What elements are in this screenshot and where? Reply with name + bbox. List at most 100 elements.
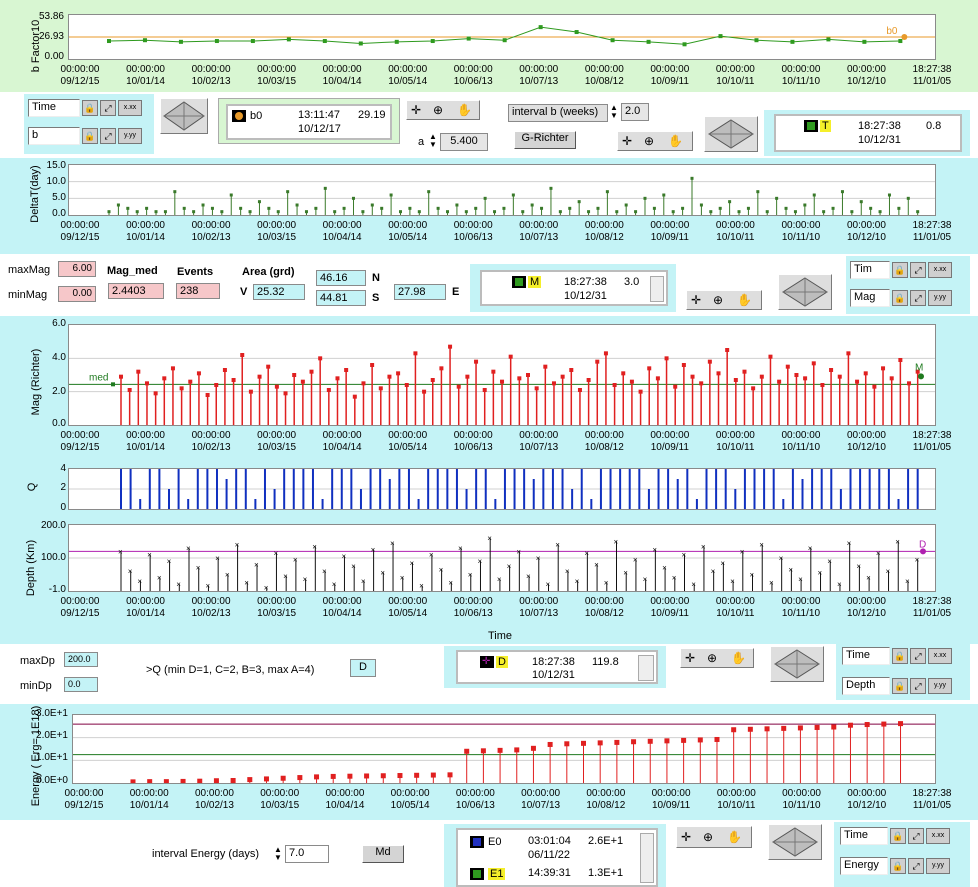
q-filter-field[interactable]: D: [350, 659, 376, 677]
y-format-icon[interactable]: y.yy: [928, 678, 952, 694]
y-scale-icon[interactable]: ⤢: [908, 858, 924, 874]
energy-cursor-scrollbar[interactable]: [640, 833, 654, 883]
d-scroll-pad[interactable]: [770, 646, 824, 682]
deltat-point: [681, 206, 685, 210]
x-scale-icon[interactable]: ⤢: [910, 262, 926, 278]
mag-plot[interactable]: med M: [68, 324, 936, 426]
y-scale-icon[interactable]: ⤢: [910, 678, 926, 694]
crosshair-icon[interactable]: ✛: [691, 293, 702, 307]
a-value-field[interactable]: 5.400: [440, 133, 488, 151]
crosshair-icon[interactable]: ✛: [685, 651, 696, 665]
zoom-icon[interactable]: ⊕: [713, 293, 724, 307]
t-cursor-legend[interactable]: T 18:27:38 10/12/31 0.8: [774, 114, 962, 152]
zoom-icon[interactable]: ⊕: [707, 651, 718, 665]
lock-icon[interactable]: 🔒: [890, 828, 906, 844]
zoom-icon[interactable]: ⊕: [703, 830, 714, 844]
pan-hand-icon[interactable]: ✋: [731, 651, 746, 665]
zoom-icon[interactable]: ⊕: [433, 103, 444, 117]
md-button[interactable]: Md: [362, 845, 404, 863]
y-format-icon[interactable]: y.yy: [926, 858, 950, 874]
energy-cursor-legend[interactable]: E0 03:01:04 06/11/22 2.6E+1 E1 14:39:31 …: [456, 828, 658, 887]
pan-hand-icon[interactable]: ✋: [668, 134, 683, 148]
crosshair-icon[interactable]: ✛: [622, 134, 633, 148]
time-axis-field[interactable]: Time: [840, 827, 888, 845]
maxdp-field[interactable]: 200.0: [64, 652, 98, 667]
x-scale-icon[interactable]: ⤢: [910, 648, 926, 664]
mag-axis-field[interactable]: Mag: [850, 289, 890, 307]
d-cursor-scrollbar[interactable]: [638, 655, 654, 681]
m-cursor-scrollbar[interactable]: [650, 276, 664, 302]
deltat-point: [511, 193, 515, 197]
lock-icon[interactable]: 🔒: [82, 128, 98, 144]
maxmag-field[interactable]: 6.00: [58, 261, 96, 277]
time-axis-field[interactable]: Time: [842, 647, 890, 665]
t-scroll-pad[interactable]: [704, 116, 758, 152]
s-field[interactable]: 44.81: [316, 290, 366, 306]
lock-icon[interactable]: 🔒: [892, 262, 908, 278]
depth-point: ×: [351, 562, 356, 571]
interval-energy-field[interactable]: 7.0: [285, 845, 329, 863]
m-graph-tools[interactable]: ✛ ⊕ ✋: [686, 290, 762, 310]
x-format-icon[interactable]: x.xx: [928, 262, 952, 278]
x-format-icon[interactable]: x.xx: [118, 100, 142, 116]
mag-point: [777, 379, 782, 384]
e-field[interactable]: 27.98: [394, 284, 446, 300]
lock-icon[interactable]: 🔒: [892, 290, 908, 306]
e1-cursor-time: 14:39:31: [528, 867, 571, 879]
pan-hand-icon[interactable]: ✋: [457, 103, 472, 117]
lock-icon[interactable]: 🔒: [892, 678, 908, 694]
depth-axis-controls: Time 🔒 ⤢ x.xx Depth 🔒 ⤢ y.yy: [836, 642, 970, 700]
deltat-plot[interactable]: [68, 164, 936, 216]
pan-hand-icon[interactable]: ✋: [737, 293, 752, 307]
energy-graph-tools[interactable]: ✛ ⊕ ✋: [676, 826, 752, 848]
lock-icon[interactable]: 🔒: [890, 858, 906, 874]
v-field[interactable]: 25.32: [253, 284, 305, 300]
y-scale-icon[interactable]: ⤢: [910, 290, 926, 306]
b-axis-field[interactable]: b: [28, 127, 80, 145]
y-format-icon[interactable]: y.yy: [928, 290, 952, 306]
energy-plot[interactable]: [72, 714, 936, 785]
depth-plot[interactable]: × × × × × × × × × × × × × × × × × × × × × × × × × × × × × × × × × × × × × × × ×…: [68, 524, 936, 592]
depth-axis-field[interactable]: Depth: [842, 677, 890, 695]
mag-point: [915, 369, 920, 374]
lock-icon[interactable]: 🔒: [82, 100, 98, 116]
d-cursor-legend[interactable]: ✛ D 18:27:38 10/12/31 119.8: [456, 650, 658, 684]
tim-axis-field[interactable]: Tim: [850, 261, 890, 279]
mindp-field[interactable]: 0.0: [64, 677, 98, 692]
b-factor-plot[interactable]: b0: [68, 14, 936, 60]
lock-icon[interactable]: 🔒: [892, 648, 908, 664]
x-tick-label: 00:00:00 10/06/13: [453, 430, 493, 453]
zoom-icon[interactable]: ⊕: [644, 134, 655, 148]
d-graph-tools[interactable]: ✛ ⊕ ✋: [680, 648, 754, 668]
b-graph-tools[interactable]: ✛ ⊕ ✋: [406, 100, 480, 120]
time-axis-field[interactable]: Time: [28, 99, 80, 117]
depth-point: ×: [730, 577, 735, 586]
energy-scroll-pad[interactable]: [768, 824, 822, 860]
t-graph-tools[interactable]: ✛ ⊕ ✋: [617, 131, 693, 151]
q-plot[interactable]: [68, 468, 936, 510]
a-stepper-icon[interactable]: ▲ ▼: [429, 132, 437, 149]
b-scroll-pad[interactable]: [160, 98, 208, 134]
energy-point: [430, 772, 436, 778]
x-format-icon[interactable]: x.xx: [928, 648, 952, 664]
y-format-icon[interactable]: y.yy: [118, 128, 142, 144]
b0-cursor-legend[interactable]: b0 13:11:47 10/12/17 29.19: [226, 104, 392, 140]
interval-b-field[interactable]: 2.0: [621, 103, 649, 121]
x-scale-icon[interactable]: ⤢: [908, 828, 924, 844]
g-richter-button[interactable]: G-Richter: [514, 131, 576, 149]
m-cursor-legend[interactable]: M 18:27:38 10/12/31 3.0: [480, 270, 668, 306]
deltat-point: [295, 203, 299, 207]
energy-point: [814, 724, 820, 730]
x-scale-icon[interactable]: ⤢: [100, 100, 116, 116]
energy-axis-field[interactable]: Energy: [840, 857, 888, 875]
m-scroll-pad[interactable]: [778, 274, 832, 310]
n-field[interactable]: 46.16: [316, 270, 366, 286]
crosshair-icon[interactable]: ✛: [411, 103, 422, 117]
y-scale-icon[interactable]: ⤢: [100, 128, 116, 144]
minmag-field[interactable]: 0.00: [58, 286, 96, 302]
interval-b-stepper-icon[interactable]: ▲ ▼: [610, 103, 618, 120]
interval-energy-stepper-icon[interactable]: ▲ ▼: [274, 845, 282, 862]
x-format-icon[interactable]: x.xx: [926, 828, 950, 844]
pan-hand-icon[interactable]: ✋: [727, 830, 742, 844]
crosshair-icon[interactable]: ✛: [681, 830, 692, 844]
